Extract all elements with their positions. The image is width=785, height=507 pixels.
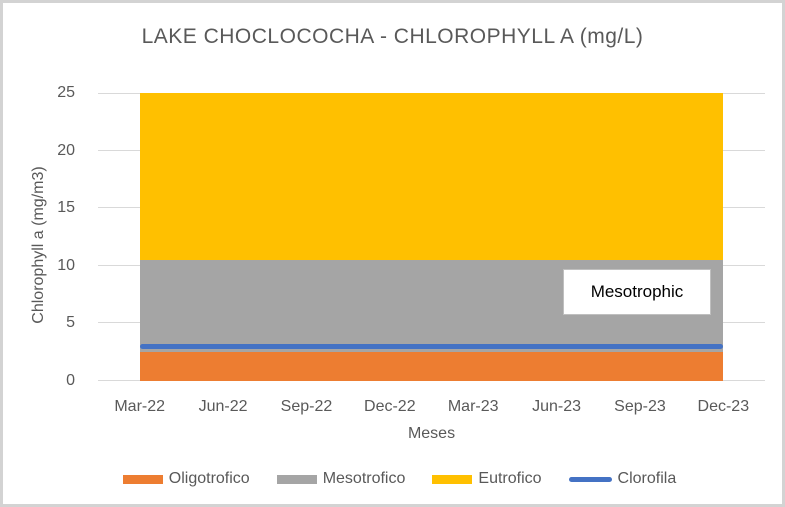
legend-line-icon xyxy=(568,476,612,482)
legend-label-eutrofico: Eutrofico xyxy=(478,470,542,487)
x-tick-label-Sep-23: Sep-23 xyxy=(614,398,666,415)
legend-item-eutrofico: Eutrofico xyxy=(432,470,542,488)
y-tick-label-25: 25 xyxy=(57,84,75,101)
legend-swatch-icon xyxy=(276,474,317,484)
series-layer xyxy=(139,93,724,381)
y-tick-label-0: 0 xyxy=(66,372,75,389)
legend-swatch-icon xyxy=(122,474,163,484)
y-tick-label-20: 20 xyxy=(57,141,75,159)
x-tick-label-Mar-23: Mar-23 xyxy=(447,398,499,415)
legend-label-clorofila: Clorofila xyxy=(617,470,677,487)
y-tick-label-5: 5 xyxy=(66,314,75,332)
chart-title: LAKE CHOCLOCOCHA - CHLOROPHYLL A (mg/L) xyxy=(141,25,644,48)
x-axis-title: Meses xyxy=(407,425,456,442)
x-tick-label-Sep-22: Sep-22 xyxy=(280,398,333,415)
x-tick-label-Jun-22: Jun-22 xyxy=(198,398,248,415)
plot-area: Mesotrophic xyxy=(98,93,765,381)
y-axis-title: Chlorophyll a (mg/m3) xyxy=(30,166,47,324)
series-band-eutrofico xyxy=(139,93,724,261)
series-line-clorofila xyxy=(139,343,724,349)
legend-label-mesotrofico: Mesotrofico xyxy=(322,470,406,487)
legend: Oligotrofico Mesotrofico Eutrofico Clorofil… xyxy=(3,467,782,491)
legend-item-oligotrofico: Oligotrofico xyxy=(122,470,250,488)
x-tick-label-Jun-23: Jun-23 xyxy=(532,398,582,415)
y-tick-label-10: 10 xyxy=(57,256,75,274)
annotation-mesotrophic-box: Mesotrophic xyxy=(563,269,711,315)
legend-swatch-icon xyxy=(432,474,473,484)
legend-item-mesotrofico: Mesotrofico xyxy=(276,470,406,488)
annotation-mesotrophic-label: Mesotrophic xyxy=(590,282,684,301)
x-tick-label-Dec-23: Dec-23 xyxy=(697,398,750,415)
series-band-oligotrofico xyxy=(139,352,724,381)
x-tick-label-Mar-22: Mar-22 xyxy=(114,398,166,415)
legend-label-oligotrofico: Oligotrofico xyxy=(168,470,250,487)
x-tick-label-Dec-22: Dec-22 xyxy=(364,398,416,415)
legend-item-clorofila: Clorofila xyxy=(568,470,677,488)
y-tick-label-15: 15 xyxy=(57,199,75,217)
